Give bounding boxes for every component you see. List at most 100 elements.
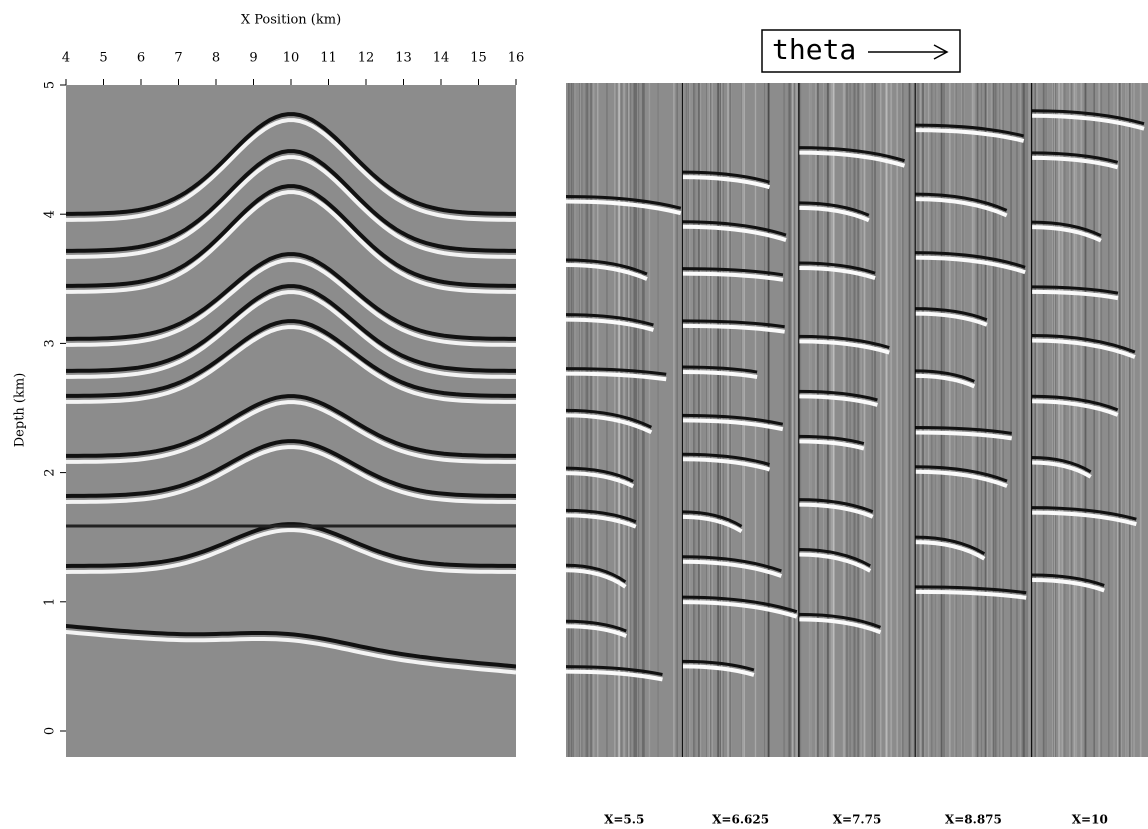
event-light: [915, 197, 1008, 218]
event-dark: [682, 595, 798, 614]
event-light: [798, 150, 906, 168]
reflector-light: [66, 325, 516, 404]
event-dark: [566, 619, 627, 633]
panel-label: X=5.5: [604, 813, 644, 827]
event-dark: [1031, 456, 1092, 474]
event-light: [915, 128, 1025, 143]
event-dark: [566, 563, 627, 584]
y-tick-label: 1: [43, 598, 58, 606]
event-light: [566, 199, 682, 216]
panel-label: X=8.875: [945, 813, 1002, 827]
event-dark: [566, 466, 634, 483]
event-dark: [1031, 285, 1119, 295]
event-dark: [915, 535, 986, 555]
x-tick-label: 6: [137, 51, 145, 66]
event-light: [682, 370, 758, 380]
reflector-dark: [66, 149, 516, 253]
event-light: [1031, 510, 1137, 527]
event-light: [566, 317, 654, 332]
event-light: [1031, 225, 1102, 243]
x-tick-label: 13: [395, 51, 412, 66]
x-tick-label: 7: [174, 51, 182, 66]
event-dark: [566, 665, 663, 676]
event-dark: [915, 192, 1008, 212]
reflector-light: [66, 528, 516, 574]
event-dark: [1031, 220, 1102, 237]
right-gathers: [566, 83, 1145, 757]
event-dark: [566, 313, 654, 327]
event-light: [1031, 460, 1092, 479]
event-dark: [682, 170, 770, 184]
x-tick-label: 11: [320, 51, 337, 66]
event-light: [566, 624, 627, 638]
reflector-light: [66, 118, 516, 222]
event-light: [566, 513, 637, 529]
event-dark: [566, 367, 667, 376]
event-light: [915, 373, 976, 389]
event-dark: [915, 465, 1008, 483]
event-dark: [798, 498, 874, 514]
event-light: [682, 418, 784, 432]
event-light: [682, 175, 771, 190]
event-dark: [1031, 573, 1105, 587]
event-dark: [1031, 333, 1136, 354]
x-tick-label: 15: [470, 51, 487, 66]
event-light: [798, 394, 878, 407]
y-tick-label: 4: [43, 210, 58, 218]
y-axis-label: Depth (km): [13, 373, 28, 448]
event-light: [1031, 399, 1119, 417]
reflector-light: [66, 190, 516, 294]
y-tick-label: 5: [43, 81, 58, 89]
right-image: [566, 83, 1148, 757]
event-dark: [682, 659, 755, 672]
event-dark: [798, 146, 905, 163]
panel-label: X=10: [1072, 813, 1108, 827]
x-tick-label: 4: [62, 51, 70, 66]
event-dark: [682, 365, 758, 374]
event-dark: [1031, 394, 1119, 412]
event-dark: [798, 612, 882, 629]
event-light: [682, 664, 755, 677]
panel-label: X=7.75: [833, 813, 882, 827]
x-tick-label: 16: [508, 51, 525, 66]
event-dark: [915, 123, 1025, 138]
reflector-light: [66, 400, 516, 464]
event-light: [1031, 113, 1145, 131]
event-light: [915, 255, 1026, 275]
event-light: [915, 430, 1013, 441]
event-light: [915, 311, 988, 327]
reflector-dark: [66, 252, 516, 341]
event-light: [682, 323, 785, 334]
event-light: [566, 669, 663, 682]
event-dark: [682, 510, 743, 528]
event-light: [566, 413, 653, 435]
x-tick-label: 5: [99, 51, 107, 66]
event-light: [798, 339, 890, 355]
event-dark: [1031, 506, 1137, 521]
reflector-dark: [66, 439, 516, 498]
x-tick-label: 14: [433, 51, 450, 66]
reflector-light: [66, 445, 516, 504]
left-image: [66, 85, 516, 757]
event-dark: [1031, 151, 1119, 164]
event-light: [1031, 155, 1119, 170]
event-light: [1031, 338, 1136, 359]
y-tick-label: 2: [43, 468, 58, 476]
reflector-light: [66, 629, 516, 675]
event-dark: [798, 548, 871, 568]
event-light: [798, 439, 865, 451]
event-light: [682, 271, 784, 282]
left-reflectors: [66, 112, 516, 675]
event-light: [566, 263, 648, 281]
event-light: [798, 617, 882, 635]
x-tick-label: 9: [249, 51, 257, 66]
x-tick-label: 10: [283, 51, 300, 66]
event-dark: [798, 434, 865, 445]
reflector-dark: [66, 623, 516, 669]
event-dark: [915, 307, 988, 322]
event-light: [798, 502, 874, 519]
x-tick-label: 8: [212, 51, 220, 66]
event-light: [682, 457, 771, 472]
x-tick-label: 12: [358, 51, 375, 66]
